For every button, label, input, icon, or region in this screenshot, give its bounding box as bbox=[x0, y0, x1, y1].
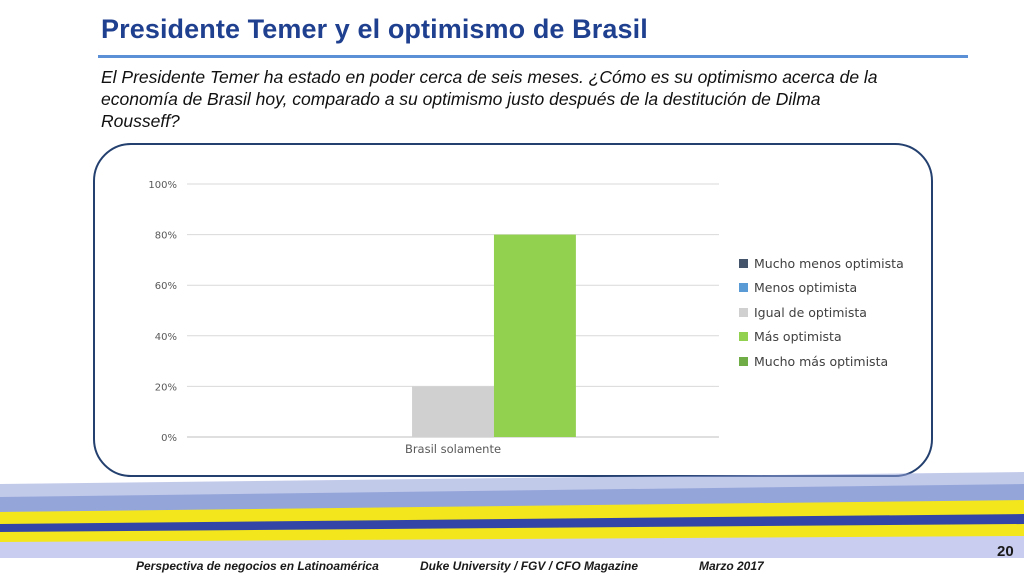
page-number: 20 bbox=[997, 543, 1014, 560]
chart-legend: Mucho menos optimista Menos optimista Igua… bbox=[739, 251, 904, 374]
legend-item: Menos optimista bbox=[739, 276, 904, 301]
footer-decorative-band bbox=[0, 472, 1024, 558]
slide-title: Presidente Temer y el optimismo de Brasi… bbox=[101, 14, 648, 44]
y-tick-label: 100% bbox=[148, 180, 177, 191]
footer-left: Perspectiva de negocios en Latinoamérica bbox=[136, 559, 379, 573]
y-tick-label: 40% bbox=[155, 332, 177, 343]
footer: Perspectiva de negocios en Latinoamérica… bbox=[0, 557, 1024, 576]
x-category-label: Brasil solamente bbox=[405, 442, 501, 456]
legend-label: Mucho menos optimista bbox=[754, 255, 904, 271]
legend-item: Más optimista bbox=[739, 325, 904, 350]
legend-swatch bbox=[739, 356, 748, 366]
footer-right: Marzo 2017 bbox=[699, 559, 764, 573]
legend-item: Mucho más optimista bbox=[739, 349, 904, 374]
survey-question: El Presidente Temer ha estado en poder c… bbox=[101, 67, 878, 131]
legend-item: Igual de optimista bbox=[739, 300, 904, 325]
legend-swatch bbox=[739, 283, 748, 293]
legend-label: Más optimista bbox=[754, 329, 842, 345]
title-divider bbox=[98, 55, 968, 58]
legend-swatch bbox=[739, 258, 748, 268]
legend-swatch bbox=[739, 332, 748, 342]
bar-3 bbox=[493, 234, 576, 437]
legend-label: Menos optimista bbox=[754, 280, 858, 296]
footer-center: Duke University / FGV / CFO Magazine bbox=[420, 559, 639, 573]
legend-label: Mucho más optimista bbox=[754, 353, 889, 369]
legend-swatch bbox=[739, 307, 748, 317]
y-tick-label: 0% bbox=[161, 433, 177, 444]
y-tick-label: 60% bbox=[155, 281, 177, 292]
legend-item: Mucho menos optimista bbox=[739, 251, 904, 276]
y-tick-label: 20% bbox=[155, 382, 177, 393]
bar-2 bbox=[412, 386, 494, 437]
legend-label: Igual de optimista bbox=[754, 304, 867, 320]
y-tick-label: 80% bbox=[155, 231, 177, 242]
